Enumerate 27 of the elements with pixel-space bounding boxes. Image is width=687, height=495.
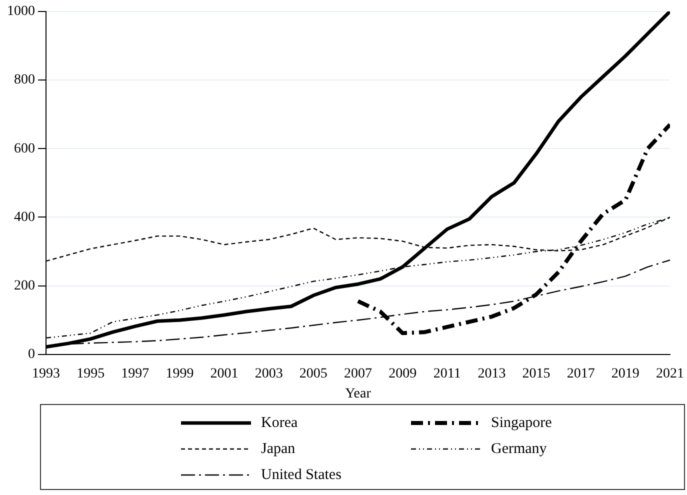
x-tick-label: 1999: [166, 366, 194, 382]
x-tick-label: 2001: [210, 366, 238, 382]
x-tick-label: 1995: [76, 366, 105, 382]
x-axis-title: Year: [345, 386, 372, 402]
x-tick-label: 2007: [344, 366, 372, 382]
x-tick-label: 2015: [522, 366, 550, 382]
y-tick-label: 600: [14, 141, 35, 156]
y-tick-label: 800: [14, 72, 35, 88]
y-tick-label: 0: [28, 347, 35, 362]
legend-label: United States: [261, 466, 342, 484]
x-tick-label: 2003: [254, 366, 283, 382]
legend-label: Germany: [491, 440, 547, 458]
legend-label: Singapore: [491, 414, 552, 432]
x-tick-label: 2021: [656, 366, 684, 382]
x-tick-label: 2019: [611, 366, 640, 382]
x-tick-label: 2013: [478, 366, 506, 382]
y-tick-label: 1000: [7, 4, 35, 20]
x-tick-label: 2009: [388, 366, 417, 382]
legend-label: Japan: [261, 440, 296, 458]
y-tick-label: 400: [14, 210, 35, 225]
x-tick-label: 1993: [32, 366, 60, 382]
legend-label: Korea: [261, 414, 298, 432]
x-tick-label: 1997: [121, 366, 150, 382]
x-tick-label: 2017: [566, 366, 595, 382]
y-tick-label: 200: [14, 278, 35, 294]
x-tick-label: 2011: [433, 366, 461, 382]
x-tick-label: 2005: [299, 366, 328, 382]
